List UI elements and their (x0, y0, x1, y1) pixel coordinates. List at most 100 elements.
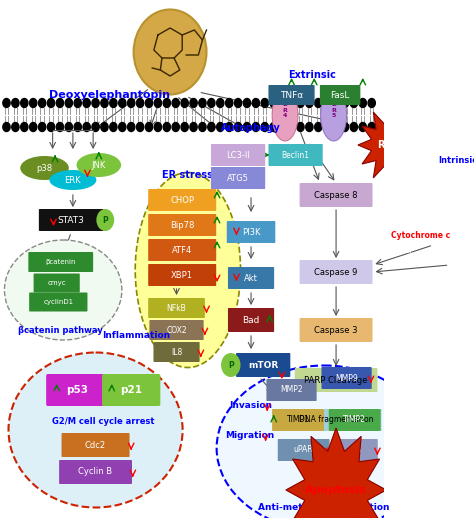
FancyBboxPatch shape (321, 367, 372, 389)
Circle shape (261, 98, 268, 108)
Text: Extrinsic: Extrinsic (288, 70, 336, 80)
Ellipse shape (20, 156, 69, 180)
Text: Bak: Bak (461, 183, 474, 193)
Circle shape (128, 122, 135, 132)
Text: Caspase 3: Caspase 3 (314, 325, 358, 335)
Circle shape (154, 98, 162, 108)
Circle shape (368, 122, 375, 132)
Text: p38: p38 (36, 164, 53, 172)
Text: MMP2: MMP2 (280, 385, 303, 395)
Text: Anti-metastatic inhibition: Anti-metastatic inhibition (258, 503, 390, 512)
FancyBboxPatch shape (300, 260, 373, 284)
Text: JNK: JNK (91, 161, 106, 169)
Circle shape (190, 122, 197, 132)
FancyBboxPatch shape (148, 298, 205, 318)
Text: uPA: uPA (347, 445, 362, 454)
Text: p53: p53 (66, 385, 88, 395)
Circle shape (261, 122, 268, 132)
Text: Caspase 8: Caspase 8 (314, 191, 358, 199)
FancyBboxPatch shape (228, 308, 274, 332)
FancyBboxPatch shape (211, 167, 265, 189)
Circle shape (96, 209, 114, 231)
Text: STAT3: STAT3 (58, 215, 85, 224)
Text: TIMP2: TIMP2 (343, 415, 366, 424)
Circle shape (288, 122, 295, 132)
FancyBboxPatch shape (320, 85, 360, 105)
Circle shape (235, 122, 242, 132)
Text: Inflammation: Inflammation (102, 330, 170, 339)
Circle shape (332, 98, 340, 108)
Text: D
R
4: D R 4 (283, 102, 288, 118)
Ellipse shape (321, 89, 346, 141)
Text: uPAR: uPAR (294, 445, 313, 454)
Circle shape (146, 98, 153, 108)
FancyBboxPatch shape (211, 144, 265, 166)
Circle shape (47, 122, 55, 132)
Text: Bax: Bax (448, 251, 462, 260)
Text: FasL: FasL (330, 91, 350, 99)
Circle shape (279, 122, 286, 132)
Circle shape (217, 98, 224, 108)
Text: Bip78: Bip78 (170, 221, 194, 229)
Text: XBP1: XBP1 (171, 270, 193, 280)
FancyBboxPatch shape (29, 293, 88, 311)
FancyBboxPatch shape (291, 409, 382, 431)
Ellipse shape (272, 89, 298, 141)
Circle shape (243, 98, 251, 108)
Circle shape (65, 122, 73, 132)
FancyBboxPatch shape (268, 85, 315, 105)
Text: G2/M cell cycle arrest: G2/M cell cycle arrest (53, 418, 155, 426)
Text: ATF4: ATF4 (172, 246, 192, 254)
Circle shape (252, 98, 260, 108)
FancyBboxPatch shape (236, 353, 290, 377)
Circle shape (235, 98, 242, 108)
Text: BclXL: BclXL (402, 204, 423, 212)
Text: Beclin1: Beclin1 (282, 151, 310, 160)
FancyBboxPatch shape (46, 374, 108, 406)
Circle shape (3, 122, 10, 132)
Text: Cytochrome c: Cytochrome c (392, 231, 451, 239)
FancyBboxPatch shape (102, 374, 160, 406)
Circle shape (92, 98, 99, 108)
Circle shape (199, 98, 206, 108)
Circle shape (83, 98, 90, 108)
Circle shape (190, 98, 197, 108)
Text: ATG5: ATG5 (227, 174, 249, 182)
Text: cmyc: cmyc (47, 280, 66, 286)
FancyBboxPatch shape (28, 252, 93, 272)
FancyBboxPatch shape (228, 267, 274, 289)
Circle shape (172, 122, 179, 132)
Circle shape (12, 98, 19, 108)
Text: ERK: ERK (64, 176, 81, 184)
FancyBboxPatch shape (154, 342, 200, 362)
Text: Caspase 9: Caspase 9 (314, 267, 358, 277)
Text: Intrinsic: Intrinsic (438, 155, 474, 165)
Circle shape (38, 122, 46, 132)
Circle shape (92, 122, 99, 132)
Circle shape (270, 122, 277, 132)
Text: MMP9: MMP9 (335, 373, 358, 382)
Text: ER stress: ER stress (163, 170, 213, 180)
FancyBboxPatch shape (266, 379, 317, 401)
FancyBboxPatch shape (148, 239, 216, 261)
FancyBboxPatch shape (148, 264, 216, 286)
FancyBboxPatch shape (39, 209, 104, 231)
Text: AIF: AIF (403, 246, 415, 254)
Circle shape (350, 122, 357, 132)
FancyBboxPatch shape (295, 368, 377, 392)
Circle shape (21, 98, 28, 108)
Text: Cdc2: Cdc2 (85, 440, 106, 450)
Text: Bad: Bad (242, 315, 260, 324)
Circle shape (243, 122, 251, 132)
Circle shape (118, 98, 126, 108)
Text: Migration: Migration (225, 430, 274, 439)
Text: P: P (228, 361, 234, 369)
Circle shape (279, 98, 286, 108)
Circle shape (288, 98, 295, 108)
Circle shape (137, 122, 144, 132)
Circle shape (3, 98, 10, 108)
Circle shape (65, 98, 73, 108)
Text: D
R
5: D R 5 (331, 102, 336, 118)
Ellipse shape (49, 170, 96, 190)
Text: Cyclin B: Cyclin B (79, 468, 113, 477)
